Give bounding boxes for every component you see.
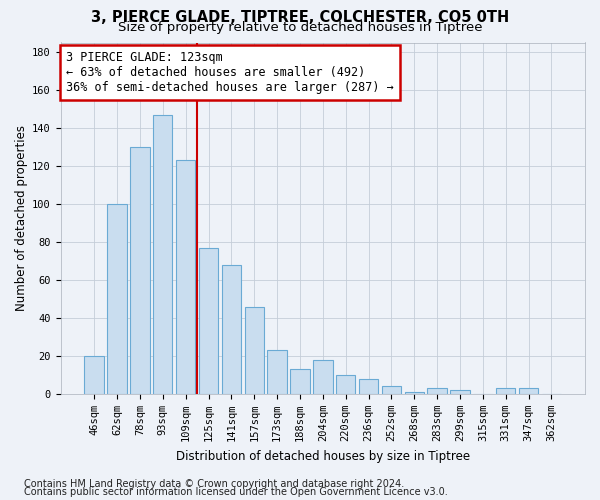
Bar (245, 306, 264, 394)
X-axis label: Distribution of detached houses by size in Tiptree: Distribution of detached houses by size … (176, 450, 470, 462)
Bar (313, 360, 332, 394)
Bar (404, 392, 424, 394)
Text: Contains public sector information licensed under the Open Government Licence v3: Contains public sector information licen… (24, 487, 448, 497)
Bar (153, 114, 172, 394)
Text: Size of property relative to detached houses in Tiptree: Size of property relative to detached ho… (118, 21, 482, 34)
Bar (496, 388, 515, 394)
Bar (290, 369, 310, 394)
Text: Contains HM Land Registry data © Crown copyright and database right 2024.: Contains HM Land Registry data © Crown c… (24, 479, 404, 489)
Bar (382, 386, 401, 394)
Bar (336, 375, 355, 394)
Bar (268, 350, 287, 394)
Bar (427, 388, 447, 394)
Bar (359, 378, 378, 394)
Bar (107, 204, 127, 394)
Bar (519, 388, 538, 394)
Bar (130, 147, 149, 394)
Bar (85, 356, 104, 394)
Bar (176, 160, 196, 394)
Text: 3, PIERCE GLADE, TIPTREE, COLCHESTER, CO5 0TH: 3, PIERCE GLADE, TIPTREE, COLCHESTER, CO… (91, 10, 509, 25)
Bar (199, 248, 218, 394)
Y-axis label: Number of detached properties: Number of detached properties (15, 125, 28, 311)
Bar (450, 390, 470, 394)
Bar (221, 265, 241, 394)
Text: 3 PIERCE GLADE: 123sqm
← 63% of detached houses are smaller (492)
36% of semi-de: 3 PIERCE GLADE: 123sqm ← 63% of detached… (66, 52, 394, 94)
